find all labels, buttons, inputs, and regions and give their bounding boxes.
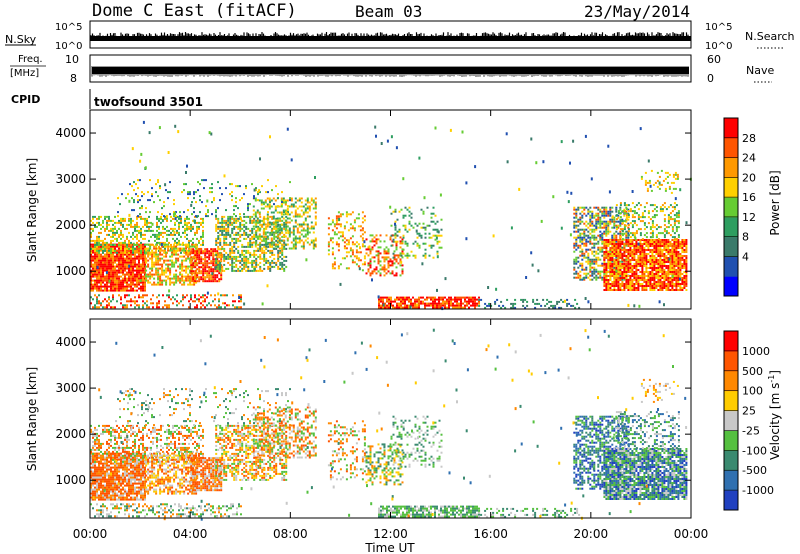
colorbar-tick-label: 12 — [742, 211, 756, 224]
freq-tick-top: 10 — [65, 53, 79, 66]
power-cbar-label: Power [dB] — [768, 170, 782, 235]
beam-title: Beam 03 — [355, 2, 422, 21]
power-heatmap — [90, 120, 692, 311]
station-title: Dome C East (fitACF) — [92, 1, 297, 21]
power-panel: 1000 2000 3000 4000 Slant Range [km] 28 24 20… — [25, 109, 782, 311]
nsky-strip: N.Sky 10^5 10^0 10^5 10^0 N.Search — [5, 20, 795, 52]
velocity-cbar-label-end: ] — [768, 370, 782, 375]
power-y-axis: 1000 2000 3000 4000 — [55, 126, 691, 278]
colorbar-swatch — [724, 118, 738, 139]
x-tick-label: 20:00 — [574, 527, 609, 541]
y-tick-label: 4000 — [55, 335, 86, 349]
colorbar-swatch — [724, 450, 738, 471]
freq-strip: Freq. [MHz] 10 8 60 0 Nave — [10, 53, 774, 85]
nsearch-label: N.Search — [745, 30, 795, 43]
colorbar-tick-label: 8 — [742, 231, 749, 244]
nsky-tick-top: 10^5 — [55, 22, 82, 33]
nsearch-tick-bottom: 10^0 — [705, 41, 732, 52]
y-tick-label: 2000 — [55, 218, 86, 232]
cpid-label: CPID — [11, 93, 40, 106]
freq-label-line1: Freq. — [18, 54, 43, 65]
nsky-tick-bottom: 10^0 — [55, 41, 82, 52]
colorbar-tick-label: 100 — [742, 385, 763, 398]
velocity-panel: 1000 2000 3000 4000 Slant Range [km] 1000 50… — [25, 318, 782, 521]
x-tick-label: 00:00 — [73, 527, 108, 541]
y-tick-label: 1000 — [55, 264, 86, 278]
colorbar-swatch — [724, 350, 738, 372]
x-tick-label: 00:00 — [674, 527, 709, 541]
date-title: 23/May/2014 — [584, 2, 690, 21]
colorbar-tick-label: 16 — [742, 191, 756, 204]
x-tick-label: 04:00 — [173, 527, 208, 541]
nsearch-tick-top: 10^5 — [705, 22, 732, 33]
colorbar-tick-label: 24 — [742, 152, 756, 165]
colorbar-swatch — [724, 430, 738, 451]
colorbar-swatch — [724, 236, 738, 257]
colorbar-swatch — [724, 216, 738, 238]
colorbar-swatch — [724, 410, 738, 431]
time-axis: 00:00 04:00 08:00 12:00 16:00 20:00 00:00 — [73, 110, 709, 541]
colorbar-swatch — [724, 137, 738, 159]
nave-tick-top: 60 — [707, 53, 721, 66]
velocity-cbar-label-main: Velocity [m s — [768, 383, 782, 460]
x-tick-label: 16:00 — [473, 527, 508, 541]
colorbar-tick-label: 4 — [742, 250, 749, 263]
colorbar-swatch — [724, 490, 738, 511]
colorbar-tick-label: 20 — [742, 171, 756, 184]
cpid-strip: CPID twofsound 3501 — [11, 89, 203, 109]
colorbar-swatch — [724, 177, 738, 198]
y-tick-label: 1000 — [55, 473, 86, 487]
colorbar-swatch — [724, 157, 738, 178]
nave-tick-bottom: 0 — [707, 72, 714, 85]
time-axis-label: Time UT — [364, 541, 415, 554]
colorbar-tick-label: 25 — [742, 405, 756, 418]
colorbar-tick-label: 28 — [742, 132, 756, 145]
colorbar-swatch — [724, 470, 738, 491]
nsky-trace — [90, 32, 691, 41]
nsky-label: N.Sky — [5, 33, 37, 46]
power-ylabel: Slant Range [km] — [25, 158, 39, 262]
colorbar-swatch — [724, 370, 738, 392]
x-tick-label: 08:00 — [273, 527, 308, 541]
colorbar-tick-label: -25 — [742, 424, 760, 437]
cpid-value: twofsound 3501 — [94, 95, 203, 109]
colorbar-swatch — [724, 276, 738, 297]
y-tick-label: 3000 — [55, 172, 86, 186]
velocity-cbar-label-sup: -1 — [767, 375, 776, 383]
velocity-y-axis: 1000 2000 3000 4000 — [55, 335, 691, 487]
colorbar-tick-label: 1000 — [742, 345, 770, 358]
y-tick-label: 3000 — [55, 381, 86, 395]
freq-label-line2: [MHz] — [10, 68, 39, 79]
y-tick-label: 2000 — [55, 427, 86, 441]
colorbar-tick-label: -100 — [742, 444, 767, 457]
colorbar-swatch — [724, 390, 738, 412]
velocity-heatmap — [90, 328, 688, 521]
colorbar-swatch — [724, 197, 738, 218]
freq-tick-bottom: 8 — [70, 72, 77, 85]
colorbar-swatch — [724, 256, 738, 277]
y-tick-label: 4000 — [55, 126, 86, 140]
colorbar-swatch — [724, 331, 738, 352]
velocity-ylabel: Slant Range [km] — [25, 367, 39, 471]
colorbar-tick-label: 500 — [742, 365, 763, 378]
velocity-cbar-label: Velocity [m s-1] — [767, 370, 782, 460]
colorbar-tick-label: -500 — [742, 464, 767, 477]
freq-trace — [91, 66, 689, 77]
velocity-colorbar: 1000 500 100 25 -25 -100 -500 -1000 — [723, 330, 774, 511]
nave-label: Nave — [746, 64, 774, 77]
colorbar-tick-label: -1000 — [742, 484, 774, 497]
x-tick-label: 12:00 — [373, 527, 408, 541]
power-colorbar: 28 24 20 16 12 8 4 — [723, 117, 756, 297]
